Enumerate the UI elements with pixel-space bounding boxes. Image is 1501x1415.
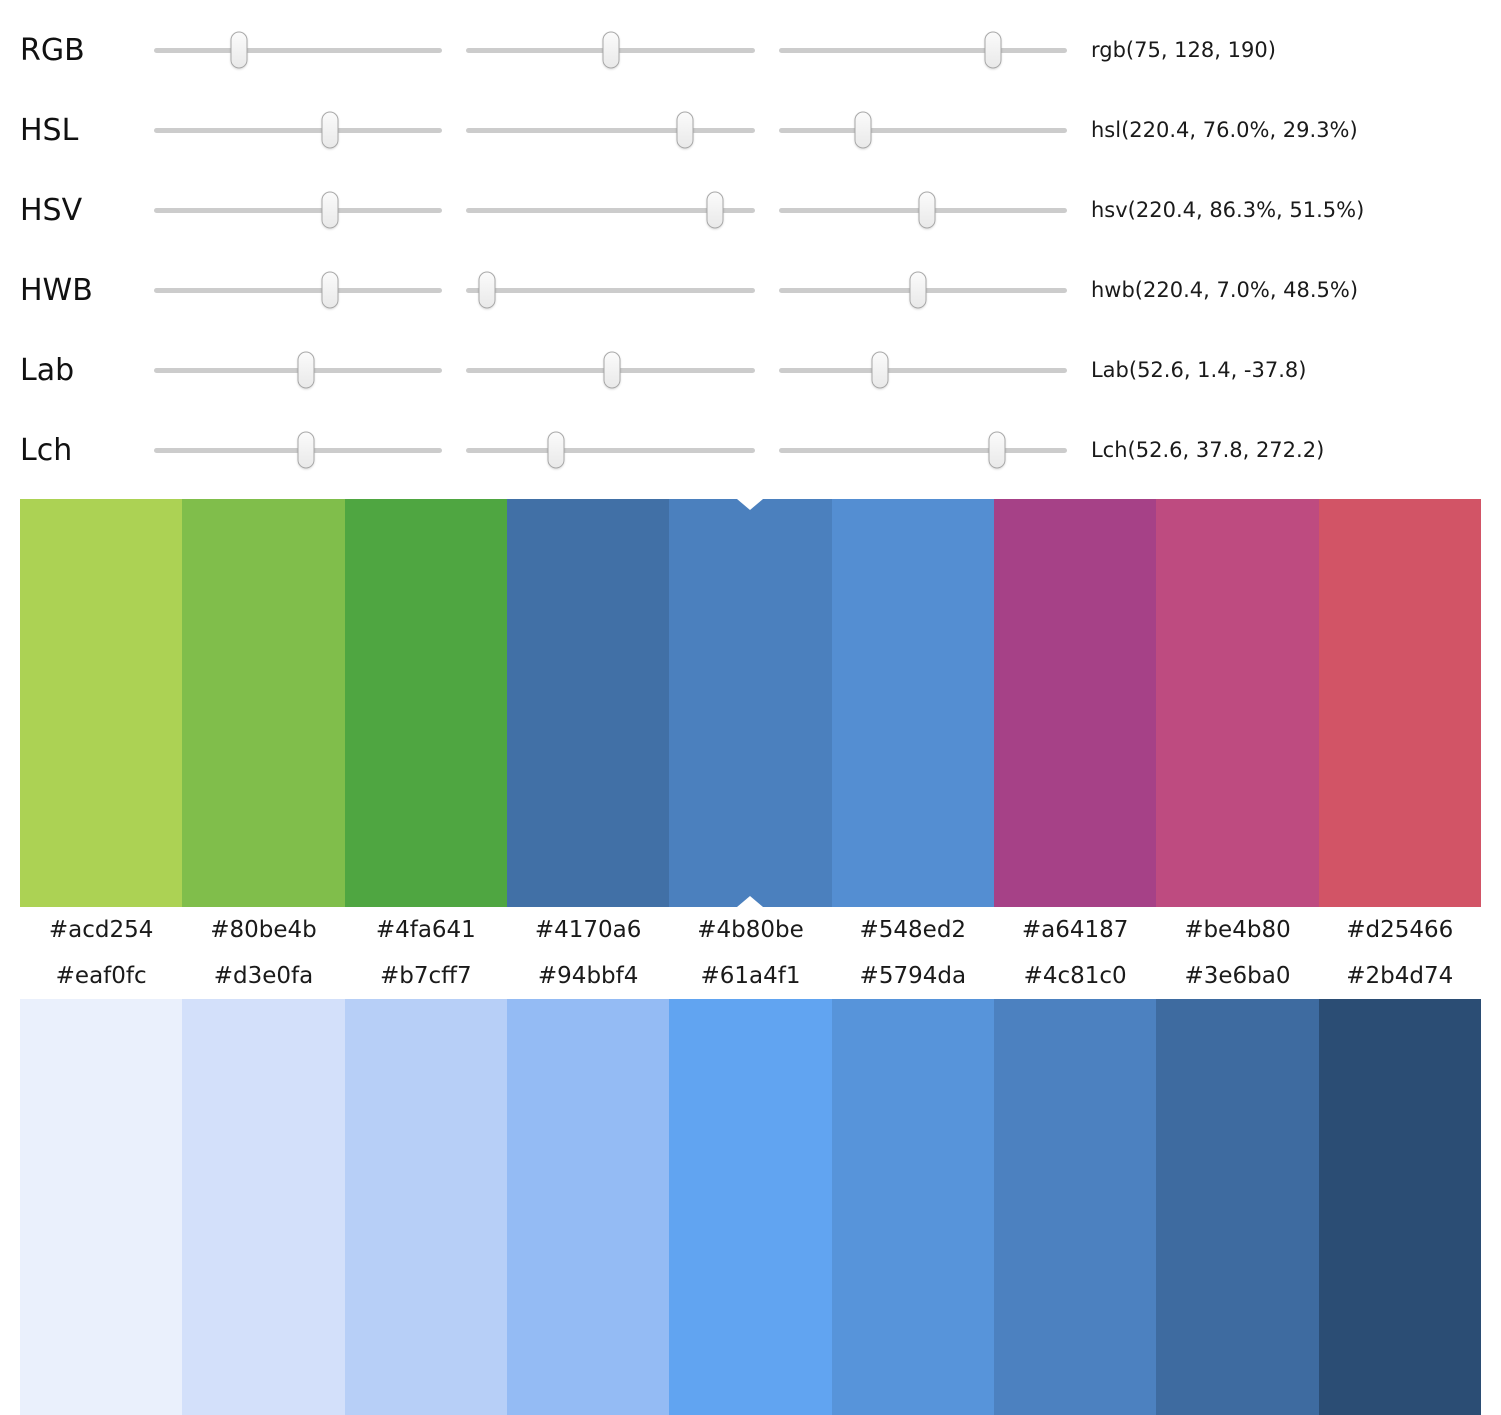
- swatch[interactable]: [993, 499, 1157, 907]
- hsl-slider-thumb-3[interactable]: [854, 111, 872, 149]
- palette-bottom-labels: #eaf0fc #d3e0fa #b7cff7 #94bbf4 #61a4f1 …: [20, 953, 1481, 999]
- hex-label: #3e6ba0: [1184, 963, 1291, 989]
- rgb-slider-thumb-2[interactable]: [602, 31, 620, 69]
- swatch[interactable]: [506, 999, 670, 1415]
- swatch-selected[interactable]: [669, 499, 832, 907]
- lch-slider-track-3[interactable]: [778, 431, 1067, 469]
- hex-label: #b7cff7: [380, 963, 472, 989]
- colorspace-sliders: RGB rgb(75, 128, 190) HSL hsl(220.4, 76.…: [0, 0, 1501, 494]
- lab-slider-thumb-2[interactable]: [603, 351, 621, 389]
- colorspace-label-hsl: HSL: [20, 112, 79, 148]
- hsl-slider-thumb-1[interactable]: [321, 111, 339, 149]
- swatch[interactable]: [344, 499, 507, 907]
- lch-slider-thumb-2[interactable]: [547, 431, 565, 469]
- hex-label: #be4b80: [1184, 917, 1291, 943]
- hsv-slider-track-1[interactable]: [154, 191, 443, 229]
- hsv-slider-track-3[interactable]: [778, 191, 1067, 229]
- swatch[interactable]: [1318, 999, 1481, 1415]
- slider-row-rgb: RGB rgb(75, 128, 190): [20, 10, 1481, 90]
- colorspace-label-lch: Lch: [20, 432, 73, 468]
- lab-slider-track-2[interactable]: [466, 351, 755, 389]
- hsl-slider-track-1[interactable]: [154, 111, 443, 149]
- swatch[interactable]: [344, 999, 507, 1415]
- hex-label: #d25466: [1346, 917, 1454, 943]
- lab-slider-track-3[interactable]: [778, 351, 1067, 389]
- swatch[interactable]: [831, 499, 994, 907]
- hwb-value-text: hwb(220.4, 7.0%, 48.5%): [1090, 278, 1359, 302]
- swatch[interactable]: [1156, 499, 1319, 907]
- slider-row-hsl: HSL hsl(220.4, 76.0%, 29.3%): [20, 90, 1481, 170]
- hex-label: #61a4f1: [700, 963, 801, 989]
- swatch[interactable]: [993, 999, 1157, 1415]
- swatch[interactable]: [506, 499, 670, 907]
- hwb-slider-thumb-3[interactable]: [909, 271, 927, 309]
- hex-label: #5794da: [859, 963, 967, 989]
- hwb-slider-track-3[interactable]: [778, 271, 1067, 309]
- lab-slider-thumb-1[interactable]: [297, 351, 315, 389]
- hex-label: #80be4b: [210, 917, 317, 943]
- swatch[interactable]: [20, 999, 183, 1415]
- hex-label: #4fa641: [375, 917, 476, 943]
- hsl-slider-track-2[interactable]: [466, 111, 755, 149]
- palette-top: [20, 499, 1481, 907]
- hex-label: #a64187: [1021, 917, 1129, 943]
- lch-slider-track-2[interactable]: [466, 431, 755, 469]
- hsv-slider-track-2[interactable]: [466, 191, 755, 229]
- lab-value-text: Lab(52.6, 1.4, -37.8): [1090, 358, 1307, 382]
- rgb-slider-track-3[interactable]: [778, 31, 1067, 69]
- hwb-slider-track-1[interactable]: [154, 271, 443, 309]
- rgb-slider-track-1[interactable]: [154, 31, 443, 69]
- lab-slider-track-1[interactable]: [154, 351, 443, 389]
- swatch[interactable]: [182, 499, 345, 907]
- hwb-slider-thumb-1[interactable]: [321, 271, 339, 309]
- palette-top-labels: #acd254 #80be4b #4fa641 #4170a6 #4b80be …: [20, 907, 1481, 953]
- lab-slider-thumb-3[interactable]: [871, 351, 889, 389]
- slider-row-hsv: HSV hsv(220.4, 86.3%, 51.5%): [20, 170, 1481, 250]
- hsl-slider-thumb-2[interactable]: [676, 111, 694, 149]
- hex-label: #4170a6: [534, 917, 642, 943]
- rgb-slider-track-2[interactable]: [466, 31, 755, 69]
- rgb-slider-thumb-3[interactable]: [984, 31, 1002, 69]
- lch-slider-thumb-1[interactable]: [297, 431, 315, 469]
- hex-label: #d3e0fa: [213, 963, 314, 989]
- rgb-slider-thumb-1[interactable]: [230, 31, 248, 69]
- lch-slider-track-1[interactable]: [154, 431, 443, 469]
- slider-row-lab: Lab Lab(52.6, 1.4, -37.8): [20, 330, 1481, 410]
- hex-label: #acd254: [48, 917, 154, 943]
- hex-label: #eaf0fc: [55, 963, 147, 989]
- hsv-value-text: hsv(220.4, 86.3%, 51.5%): [1090, 198, 1365, 222]
- swatch[interactable]: [182, 999, 345, 1415]
- colorspace-label-lab: Lab: [20, 352, 75, 388]
- colorspace-label-hwb: HWB: [20, 272, 93, 308]
- hsv-slider-thumb-2[interactable]: [706, 191, 724, 229]
- hsv-slider-thumb-3[interactable]: [918, 191, 936, 229]
- hex-label: #4b80be: [697, 917, 804, 943]
- hsl-slider-track-3[interactable]: [778, 111, 1067, 149]
- slider-row-hwb: HWB hwb(220.4, 7.0%, 48.5%): [20, 250, 1481, 330]
- hex-label: #4c81c0: [1023, 963, 1127, 989]
- rgb-value-text: rgb(75, 128, 190): [1090, 38, 1276, 62]
- hsl-value-text: hsl(220.4, 76.0%, 29.3%): [1090, 118, 1358, 142]
- lch-value-text: Lch(52.6, 37.8, 272.2): [1090, 438, 1325, 462]
- swatch[interactable]: [831, 999, 994, 1415]
- swatch[interactable]: [669, 999, 832, 1415]
- colorspace-label-rgb: RGB: [20, 32, 85, 68]
- colorspace-label-hsv: HSV: [20, 192, 83, 228]
- hex-label: #94bbf4: [537, 963, 639, 989]
- lch-slider-thumb-3[interactable]: [988, 431, 1006, 469]
- swatch[interactable]: [1156, 999, 1319, 1415]
- swatch[interactable]: [20, 499, 183, 907]
- slider-row-lch: Lch Lch(52.6, 37.8, 272.2): [20, 410, 1481, 490]
- palette-bottom: [20, 999, 1481, 1415]
- hex-label: #2b4d74: [1346, 963, 1454, 989]
- swatch[interactable]: [1318, 499, 1481, 907]
- hwb-slider-thumb-2[interactable]: [478, 271, 495, 309]
- hex-label: #548ed2: [859, 917, 967, 943]
- hwb-slider-track-2[interactable]: [466, 271, 755, 309]
- hsv-slider-thumb-1[interactable]: [321, 191, 339, 229]
